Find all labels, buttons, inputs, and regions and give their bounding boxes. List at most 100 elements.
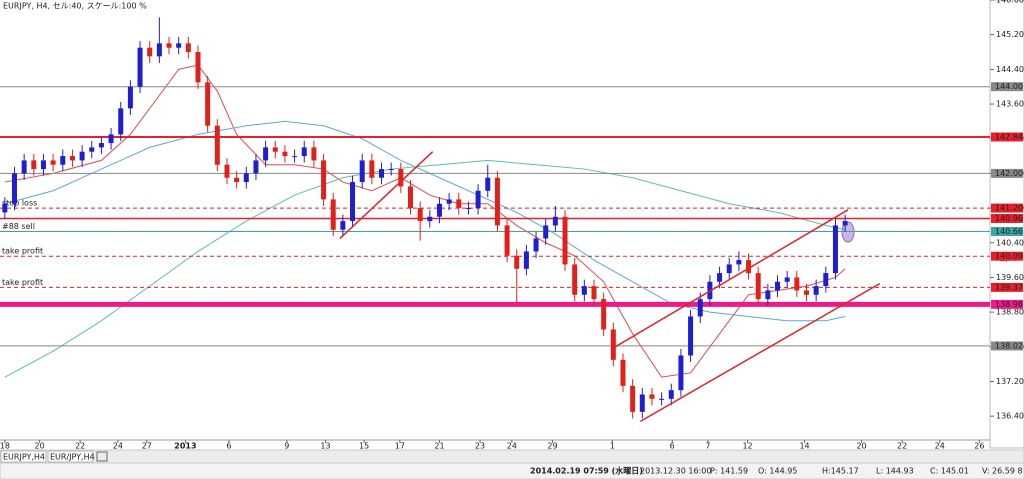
candle-body bbox=[485, 177, 491, 191]
candle-body bbox=[2, 203, 8, 213]
level-price-box bbox=[991, 226, 1023, 236]
candle-body bbox=[31, 160, 37, 170]
candle-body bbox=[581, 286, 587, 295]
candle-body bbox=[50, 160, 56, 165]
candle-body bbox=[572, 264, 578, 295]
candle-body bbox=[108, 134, 114, 144]
candle-body bbox=[803, 290, 809, 295]
y-tick-label: 146.00 bbox=[996, 0, 1024, 5]
x-tick-label: 23 bbox=[475, 442, 485, 451]
candle-body bbox=[562, 216, 568, 265]
candle-body bbox=[456, 199, 462, 209]
x-tick-label: 20 bbox=[856, 442, 866, 451]
level-price-box bbox=[991, 282, 1023, 292]
candle-body bbox=[784, 277, 790, 282]
candle-body bbox=[514, 255, 520, 269]
y-tick-label: 139.60 bbox=[996, 273, 1024, 282]
status-item: 2013.12.30 16:00 bbox=[640, 467, 711, 476]
candle-body bbox=[736, 260, 742, 265]
candle-body bbox=[823, 273, 829, 287]
x-tick-label: 20 bbox=[35, 442, 45, 451]
x-tick-label: 18 bbox=[0, 442, 10, 451]
candle-body bbox=[156, 43, 162, 57]
y-tick-label: 144.40 bbox=[996, 65, 1024, 74]
candle-body bbox=[543, 225, 549, 239]
x-tick-label: 6 bbox=[226, 442, 231, 451]
candle-body bbox=[369, 160, 375, 178]
level-price-box bbox=[991, 82, 1023, 92]
status-bar bbox=[0, 462, 1024, 479]
candle-body bbox=[794, 277, 800, 291]
tab-icon[interactable] bbox=[96, 451, 108, 462]
level-price-box bbox=[991, 203, 1023, 213]
x-tick-label: 24 bbox=[113, 442, 123, 451]
tab[interactable] bbox=[0, 450, 47, 463]
candle-body bbox=[746, 260, 752, 274]
level-price-box bbox=[991, 251, 1023, 261]
level-price: 140.66 bbox=[995, 227, 1023, 236]
x-tick-label: 17 bbox=[395, 442, 405, 451]
candle-body bbox=[630, 385, 636, 412]
candle-body bbox=[775, 281, 781, 291]
y-tick-label: 137.20 bbox=[996, 377, 1024, 386]
candle-body bbox=[89, 147, 95, 152]
candle-body bbox=[340, 221, 346, 230]
candle-body bbox=[842, 221, 848, 226]
x-tick-label: 22 bbox=[75, 442, 85, 451]
level-price: 139.37 bbox=[995, 283, 1023, 292]
candle-body bbox=[234, 177, 240, 183]
candle-body bbox=[755, 273, 761, 300]
status-item: 2014.02.19 07:59 (水曜日) bbox=[530, 466, 643, 476]
candle-body bbox=[282, 151, 288, 157]
candle-body bbox=[832, 225, 838, 274]
candle-body bbox=[263, 147, 269, 161]
y-tick-label: 136.40 bbox=[996, 412, 1024, 421]
candle-body bbox=[398, 169, 404, 187]
candle-body bbox=[69, 156, 75, 161]
level-text: #88 sell bbox=[2, 222, 35, 231]
candle-body bbox=[79, 151, 85, 161]
y-tick-label: 140.40 bbox=[996, 238, 1024, 247]
level-price: 138.98 bbox=[995, 300, 1023, 309]
candle-body bbox=[475, 190, 481, 209]
candle-body bbox=[494, 177, 500, 226]
x-tick-label: 27 bbox=[142, 442, 152, 451]
price-axis bbox=[989, 0, 1024, 449]
level-price: 142.00 bbox=[995, 169, 1023, 178]
candle-body bbox=[301, 147, 307, 157]
candle-body bbox=[717, 273, 723, 282]
candle-body bbox=[533, 238, 539, 252]
level-price: 140.96 bbox=[995, 214, 1023, 223]
candle-body bbox=[552, 216, 558, 226]
candle-body bbox=[214, 125, 220, 165]
level-price-box bbox=[991, 299, 1023, 309]
candle-body bbox=[649, 394, 655, 399]
level-text: take profit bbox=[2, 247, 43, 256]
level-price: 142.84 bbox=[995, 132, 1023, 141]
level-price-box bbox=[991, 341, 1023, 351]
candle-body bbox=[98, 143, 104, 148]
candle-body bbox=[330, 199, 336, 230]
x-tick-label: 9 bbox=[284, 442, 289, 451]
x-tick-label: 14 bbox=[799, 442, 809, 451]
candle-body bbox=[21, 160, 27, 174]
candle-body bbox=[688, 316, 694, 356]
candle-body bbox=[205, 82, 211, 126]
candle-body bbox=[446, 199, 452, 204]
trendline bbox=[614, 209, 849, 348]
candle-body bbox=[678, 355, 684, 391]
status-item: C: 145.01 bbox=[930, 467, 969, 476]
x-tick-label: 13 bbox=[320, 442, 330, 451]
candle-body bbox=[765, 290, 771, 300]
candle-body bbox=[427, 216, 433, 222]
status-item: V: 26.59 8 bbox=[982, 467, 1023, 476]
moving-average bbox=[4, 120, 846, 322]
candle-body bbox=[311, 147, 317, 161]
level-price: 138.02 bbox=[995, 341, 1023, 350]
candle-body bbox=[591, 286, 597, 300]
candle-body bbox=[224, 164, 230, 178]
tab[interactable] bbox=[47, 450, 94, 463]
